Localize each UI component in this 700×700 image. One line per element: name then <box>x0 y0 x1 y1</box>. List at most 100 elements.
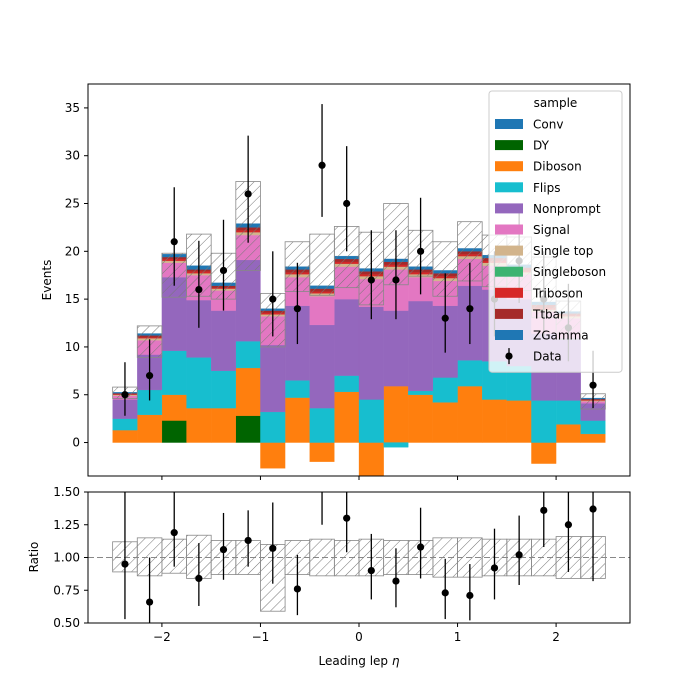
data-point-2 <box>170 238 178 246</box>
bar-nonprompt-9 <box>334 298 360 376</box>
legend-label-flips: Flips <box>533 181 560 195</box>
uncertainty-band-8 <box>309 233 335 296</box>
bar-flips-18 <box>555 400 581 425</box>
upper-y-tick-label-1: 5 <box>72 388 80 402</box>
legend-swatch-triboson <box>495 287 523 298</box>
bar-diboson-10 <box>358 442 384 476</box>
legend-label-conv: Conv <box>533 118 563 132</box>
data-point-12 <box>416 247 425 255</box>
bar-flips-14 <box>457 360 483 387</box>
bar-flips-5 <box>235 341 261 369</box>
bar-diboson-7 <box>284 397 310 443</box>
legend-swatch-flips <box>495 182 523 193</box>
ratio-point-10 <box>367 567 375 575</box>
data-point-4 <box>219 266 228 275</box>
ratio-y-tick-label-1: 0.75 <box>53 583 80 597</box>
bar-flips-17 <box>531 400 557 443</box>
x-tick-label-4: 2 <box>552 630 560 644</box>
bar-flips-10 <box>358 399 384 443</box>
data-point-11 <box>392 276 400 284</box>
upper-y-tick-label-4: 20 <box>65 244 80 258</box>
ratio-point-0 <box>121 560 129 568</box>
bar-signal-8 <box>309 296 335 326</box>
x-tick-label-0: −2 <box>153 630 171 644</box>
upper-y-tick-label-7: 35 <box>65 101 80 115</box>
ratio-point-13 <box>441 589 449 597</box>
ratio-point-3 <box>195 574 203 583</box>
legend-swatch-ttbar <box>495 308 523 319</box>
data-point-7 <box>293 305 302 313</box>
bar-flips-12 <box>408 390 434 395</box>
bar-diboson-4 <box>211 407 236 443</box>
bar-nonprompt-6 <box>260 344 286 413</box>
bar-nonprompt-11 <box>383 310 409 387</box>
data-point-14 <box>466 305 474 313</box>
ratio-point-14 <box>466 591 474 600</box>
legend-swatch-singleboson <box>495 266 523 277</box>
bar-nonprompt-12 <box>408 300 434 392</box>
bar-diboson-13 <box>432 402 458 443</box>
y-axis-label-events: Events <box>40 260 54 301</box>
ratio-panel: 0.50 0.75 1.00 1.25 1.50 −2 −1 0 1 2 Ratio Leadi… <box>27 485 631 668</box>
data-point-8 <box>318 161 326 169</box>
ratio-point-9 <box>343 514 351 522</box>
bar-flips-19 <box>580 420 606 435</box>
ratio-y-tick-label-0: 0.50 <box>53 616 80 630</box>
bar-diboson-14 <box>457 385 483 443</box>
bar-flips-4 <box>211 370 236 409</box>
bar-nonprompt-10 <box>358 306 384 400</box>
x-tick-label-2: 0 <box>355 630 363 644</box>
legend-swatch-signal <box>495 224 523 235</box>
legend-label-data: Data <box>533 350 562 364</box>
upper-y-tick-label-2: 10 <box>65 340 80 354</box>
legend: sample Conv DY Diboson Flips Nonprompt Signal S… <box>488 90 623 373</box>
upper-y-tick-label-3: 15 <box>65 292 80 306</box>
bar-diboson-9 <box>334 391 360 443</box>
bar-flips-9 <box>334 375 360 393</box>
bar-diboson-2 <box>161 394 187 421</box>
legend-title: sample <box>534 96 578 110</box>
bar-flips-13 <box>432 377 458 403</box>
x-tick-label-3: 1 <box>454 630 462 644</box>
legend-swatch-conv <box>495 119 523 129</box>
bar-dy-5 <box>235 415 261 443</box>
legend-swatch-single-top <box>495 245 523 256</box>
bar-flips-6 <box>260 411 286 443</box>
ratio-point-18 <box>564 521 573 529</box>
bar-flips-11 <box>383 442 409 448</box>
ratio-point-19 <box>589 505 597 513</box>
upper-panel: 0 5 10 15 20 25 30 35 Events <box>40 83 631 480</box>
ratio-point-5 <box>244 536 252 545</box>
bar-nonprompt-5 <box>235 259 261 342</box>
legend-label-singleboson: Singleboson <box>533 265 606 279</box>
upper-y-tick-label-5: 25 <box>65 197 80 211</box>
bar-diboson-3 <box>186 407 212 443</box>
bar-diboson-12 <box>408 394 434 443</box>
bar-nonprompt-8 <box>309 324 335 409</box>
x-axis-label-eta: η <box>392 654 400 668</box>
y-axis-label-ratio: Ratio <box>27 542 41 573</box>
bar-diboson-8 <box>309 442 335 462</box>
bar-diboson-5 <box>235 367 261 416</box>
ratio-y-tick-label-3: 1.25 <box>53 518 80 532</box>
ratio-y-tick-label-2: 1.00 <box>53 551 80 565</box>
bar-flips-8 <box>309 407 335 443</box>
data-point-3 <box>195 285 203 294</box>
bar-diboson-19 <box>580 433 606 443</box>
legend-label-single-top: Single top <box>533 244 593 258</box>
bar-nonprompt-4 <box>211 310 236 371</box>
ratio-point-15 <box>490 564 499 572</box>
bar-diboson-1 <box>137 414 163 443</box>
ratio-point-1 <box>145 598 154 606</box>
data-point-5 <box>244 190 252 198</box>
bar-diboson-18 <box>555 424 581 443</box>
x-tick-label-1: −1 <box>252 630 270 644</box>
ratio-point-2 <box>170 529 178 537</box>
data-point-13 <box>441 314 449 322</box>
bar-flips-3 <box>186 357 212 409</box>
legend-swatch-nonprompt <box>495 203 523 214</box>
data-point-6 <box>269 295 277 303</box>
bar-diboson-11 <box>383 385 409 443</box>
bar-flips-2 <box>161 350 187 395</box>
